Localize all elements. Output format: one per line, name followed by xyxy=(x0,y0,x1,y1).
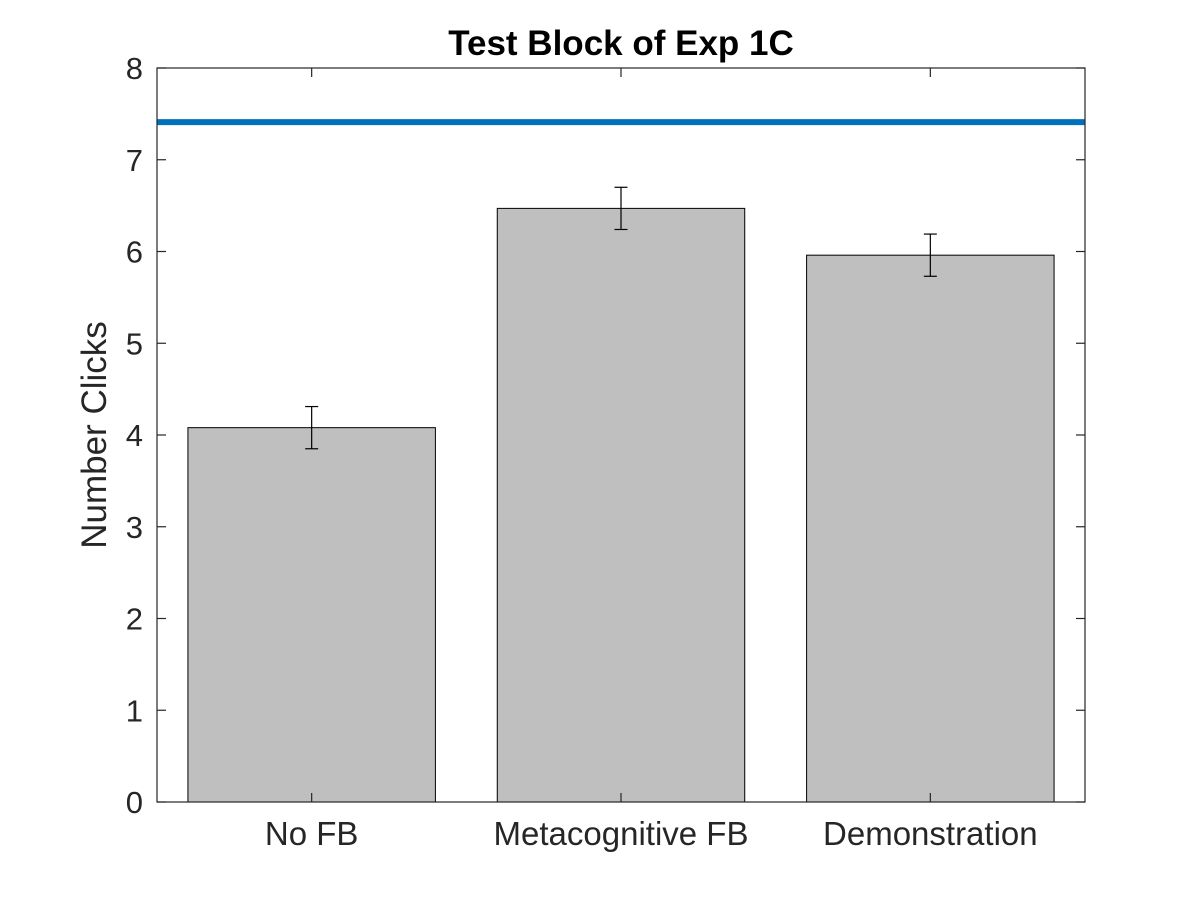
x-tick-label-1: Metacognitive FB xyxy=(494,815,749,852)
labels-layer: No FB Metacognitive FB Demonstration 0 1 2 3 4 5… xyxy=(126,51,1038,852)
y-tick-label-1: 1 xyxy=(126,693,143,728)
error-bar-2 xyxy=(923,233,937,277)
ticks-layer xyxy=(157,67,1085,803)
error-bar-0 xyxy=(305,405,319,450)
chart-title: Test Block of Exp 1C xyxy=(448,24,794,63)
bar-2 xyxy=(806,254,1055,803)
y-tick-label-0: 0 xyxy=(126,785,143,820)
y-axis-title: Number Clicks xyxy=(75,321,114,549)
y-tick-label-2: 2 xyxy=(126,602,143,637)
y-tick-label-6: 6 xyxy=(126,235,143,270)
y-tick-label-8: 8 xyxy=(126,51,143,86)
y-tick-label-3: 3 xyxy=(126,510,143,545)
bars-layer xyxy=(187,207,1055,803)
y-tick-label-4: 4 xyxy=(126,418,143,453)
error-bar-1 xyxy=(614,186,628,231)
bar-1 xyxy=(496,207,746,803)
bar-0 xyxy=(187,427,436,803)
x-tick-label-2: Demonstration xyxy=(823,815,1038,852)
error-bars-layer xyxy=(305,186,937,450)
y-tick-label-7: 7 xyxy=(126,143,143,178)
x-tick-label-0: No FB xyxy=(265,815,359,852)
y-tick-label-5: 5 xyxy=(126,326,143,361)
